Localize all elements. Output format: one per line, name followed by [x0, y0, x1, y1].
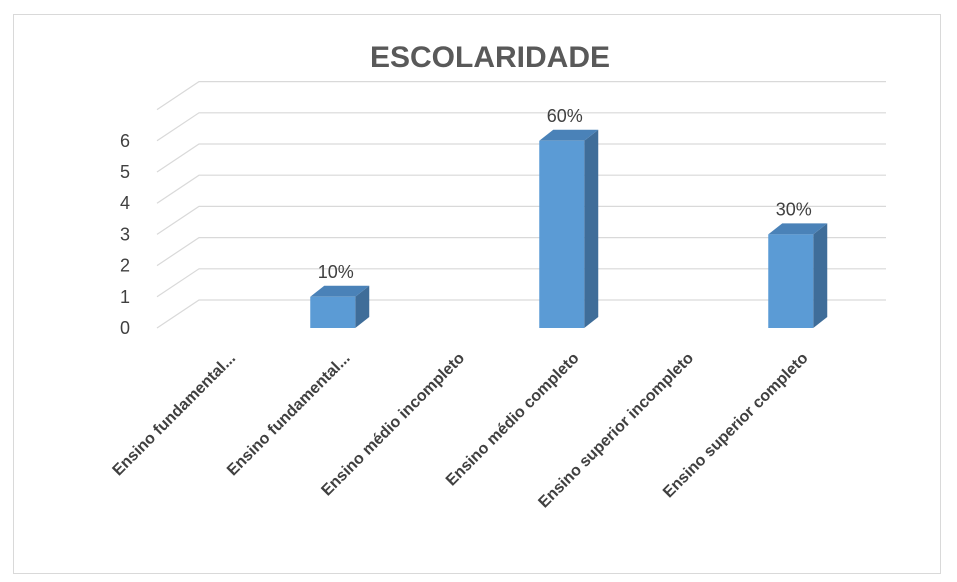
bar [310, 285, 370, 328]
y-tick-label: 5 [120, 162, 130, 182]
chart-title: ESCOLARIDADE [370, 41, 610, 74]
y-tick-label: 3 [120, 224, 130, 244]
y-tick-label: 1 [120, 287, 130, 307]
chart-frame: ESCOLARIDADE 0 1 2 3 4 5 6 10% 60% 30% Ensino fu… [13, 14, 941, 574]
bar [768, 223, 828, 328]
bars [310, 129, 828, 328]
x-tick-label: Ensino fundamental... [110, 350, 240, 480]
gridline [156, 143, 886, 173]
gridline [156, 205, 886, 235]
gridline [156, 299, 886, 329]
gridline [156, 112, 886, 142]
y-axis-ticks: 0 1 2 3 4 5 6 [120, 131, 130, 338]
x-tick-label: Ensino fundamental... [224, 350, 354, 480]
gridline [156, 81, 886, 111]
bar [539, 129, 599, 328]
gridline [156, 268, 886, 298]
data-label: 10% [318, 262, 354, 282]
bar-chart: ESCOLARIDADE 0 1 2 3 4 5 6 10% 60% 30% Ensino fu… [110, 41, 886, 512]
y-tick-label: 6 [120, 131, 130, 151]
gridlines [156, 81, 886, 329]
data-labels: 10% 60% 30% [318, 106, 812, 282]
y-tick-label: 4 [120, 193, 130, 213]
gridline [156, 174, 886, 204]
x-axis-ticks: Ensino fundamental...Ensino fundamental.… [110, 350, 812, 512]
y-tick-label: 0 [120, 318, 130, 338]
x-tick-label: Ensino médio completo [443, 350, 583, 490]
gridline [156, 237, 886, 267]
data-label: 30% [776, 199, 812, 219]
y-tick-label: 2 [120, 256, 130, 276]
data-label: 60% [547, 106, 583, 126]
